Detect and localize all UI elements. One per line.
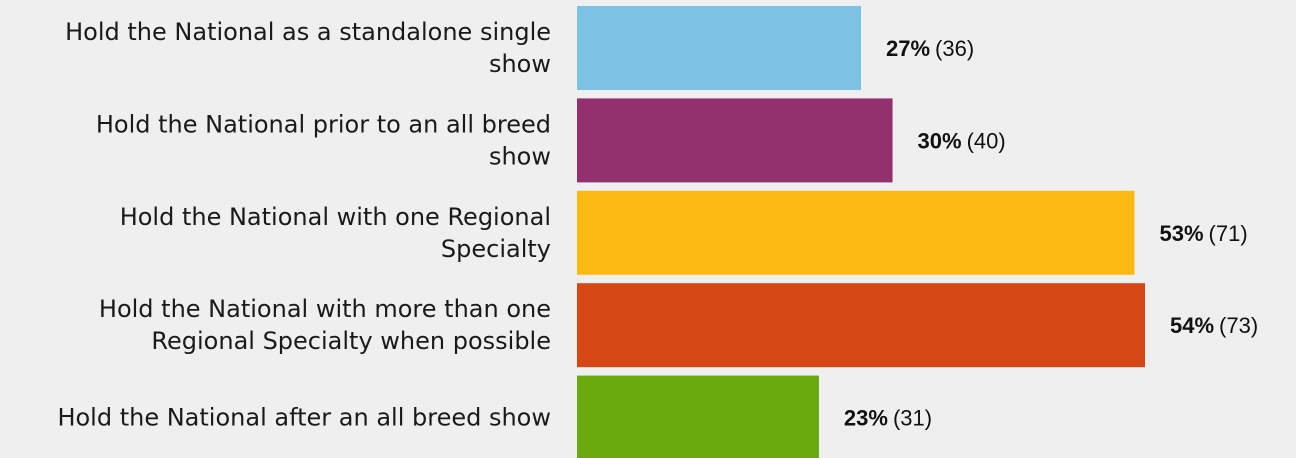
category-label-line: Hold the National with more than one — [99, 295, 551, 323]
value-percent: 54% — [1170, 313, 1214, 338]
value-percent: 27% — [886, 36, 930, 61]
category-label-4: Hold the National with more than one Regi… — [99, 295, 551, 355]
category-label-line: Specialty — [441, 235, 551, 263]
bar-4 — [577, 283, 1145, 368]
value-label-2: 30% (40) — [918, 128, 1006, 153]
value-count: (36) — [935, 36, 974, 61]
value-count: (31) — [893, 406, 932, 431]
value-label-3: 53% (71) — [1159, 221, 1247, 246]
category-label-line: Hold the National after an all breed sho… — [57, 404, 551, 432]
category-label-line: Hold the National as a standalone single — [65, 18, 551, 46]
category-label-line: show — [489, 142, 551, 170]
category-label-line: Regional Specialty when possible — [151, 327, 551, 355]
bar-5 — [577, 375, 819, 458]
value-count: (71) — [1209, 221, 1248, 246]
value-percent: 23% — [844, 406, 888, 431]
value-count: (73) — [1219, 313, 1258, 338]
category-label-5: Hold the National after an all breed sho… — [57, 404, 551, 432]
bars-group — [577, 6, 1145, 458]
category-label-1: Hold the National as a standalone single… — [65, 18, 551, 78]
category-label-line: Hold the National with one Regional — [120, 203, 551, 231]
bar-3 — [577, 190, 1135, 275]
category-label-2: Hold the National prior to an all breed s… — [96, 110, 551, 170]
value-count: (40) — [967, 128, 1006, 153]
category-label-3: Hold the National with one Regional Speci… — [120, 203, 551, 263]
bar-1 — [577, 6, 861, 90]
value-labels-group: 27% (36) 30% (40) 53% (71) 54% (73) 23% (31) — [844, 36, 1258, 431]
category-label-line: Hold the National prior to an all breed — [96, 110, 551, 138]
value-label-1: 27% (36) — [886, 36, 974, 61]
value-percent: 53% — [1159, 221, 1203, 246]
value-percent: 30% — [918, 128, 962, 153]
value-label-4: 54% (73) — [1170, 313, 1258, 338]
value-label-5: 23% (31) — [844, 406, 932, 431]
category-labels-group: Hold the National as a standalone single… — [57, 18, 551, 432]
bar-2 — [577, 98, 893, 183]
category-label-line: show — [489, 50, 551, 78]
